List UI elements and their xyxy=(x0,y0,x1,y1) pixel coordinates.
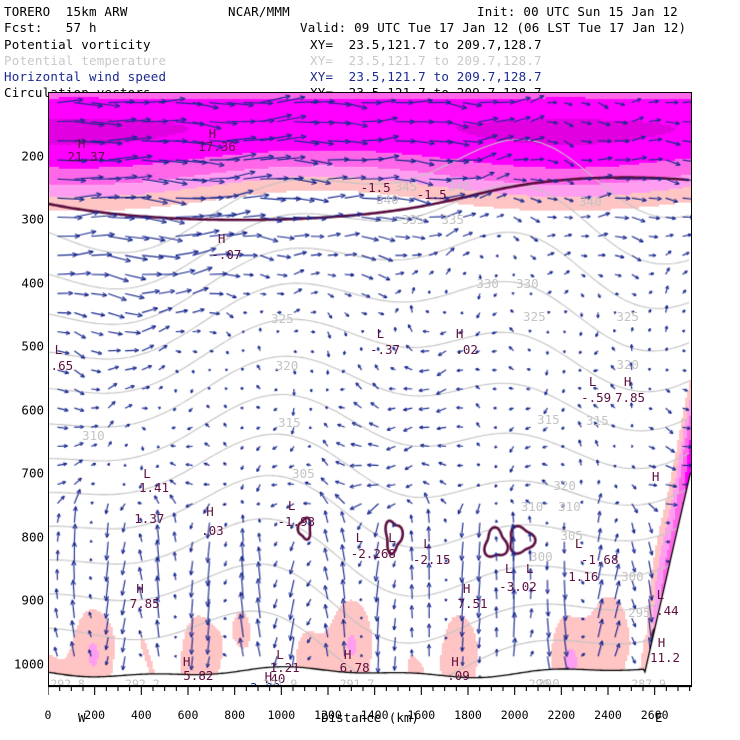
field-label-horizontal-wind-speed: Horizontal wind speed xyxy=(4,69,167,84)
x-tick-label: 800 xyxy=(224,708,246,722)
x-tick-label: 2400 xyxy=(594,708,622,722)
contour-field-canvas xyxy=(49,93,691,685)
x-axis: 0 200 400 600 800 1000 1200 1400 1600 1800 2000 220… xyxy=(44,686,692,740)
x-tick-label: 200 xyxy=(84,708,106,722)
x-tick-label: 1000 xyxy=(267,708,296,722)
x-tick-label: 0 xyxy=(44,708,52,722)
x-tick-label: 1200 xyxy=(314,708,342,722)
x-tick-label: 600 xyxy=(177,708,199,722)
header-valid: Valid: 09 UTC Tue 17 Jan 12 (06 LST Tue … xyxy=(300,20,687,35)
header-fcst: Fcst: 57 h xyxy=(4,20,97,35)
y-tick-label: 700 xyxy=(21,465,44,481)
x-tick-label: 1600 xyxy=(407,708,436,722)
x-tick-marks xyxy=(48,686,692,695)
x-axis-label: Distance (km) xyxy=(321,710,419,725)
header-init: Init: 00 UTC Sun 15 Jan 12 xyxy=(477,4,678,19)
y-tick-label: 1000 xyxy=(13,656,44,672)
y-tick-label: 900 xyxy=(21,592,44,608)
x-tick-label: 2200 xyxy=(547,708,576,722)
y-tick-label: 800 xyxy=(21,529,44,545)
header-model: TORERO 15km ARW xyxy=(4,4,128,19)
field-range-horizontal-wind-speed: XY= 23.5,121.7 to 209.7,128.7 xyxy=(310,69,542,84)
field-label-potential-vorticity: Potential vorticity xyxy=(4,37,151,52)
x-tick-label: 2600 xyxy=(640,708,669,722)
west-label: W xyxy=(78,710,86,725)
field-range-potential-temperature: XY= 23.5,121.7 to 209.7,128.7 xyxy=(310,53,542,68)
field-label-potential-temperature: Potential temperature xyxy=(4,53,167,68)
east-label: E xyxy=(655,710,663,725)
y-tick-label: 300 xyxy=(21,211,44,227)
x-tick-label: 1800 xyxy=(454,708,482,722)
cross-section-plot: 345 345 340 340 335 335 330 330 325 325 325 320 320 3… xyxy=(48,92,692,686)
x-tick-label: 1400 xyxy=(360,708,389,722)
y-tick-label: 500 xyxy=(21,338,44,354)
y-tick-label: 600 xyxy=(21,402,44,418)
x-tick-label: 2000 xyxy=(500,708,529,722)
x-tick-label: 400 xyxy=(130,708,152,722)
y-axis: 200 300 400 500 600 700 800 900 1000 xyxy=(0,92,44,686)
header-center: NCAR/MMM xyxy=(228,4,290,19)
y-tick-label: 400 xyxy=(21,275,44,291)
field-range-potential-vorticity: XY= 23.5,121.7 to 209.7,128.7 xyxy=(310,37,542,52)
y-tick-label: 200 xyxy=(21,148,44,164)
